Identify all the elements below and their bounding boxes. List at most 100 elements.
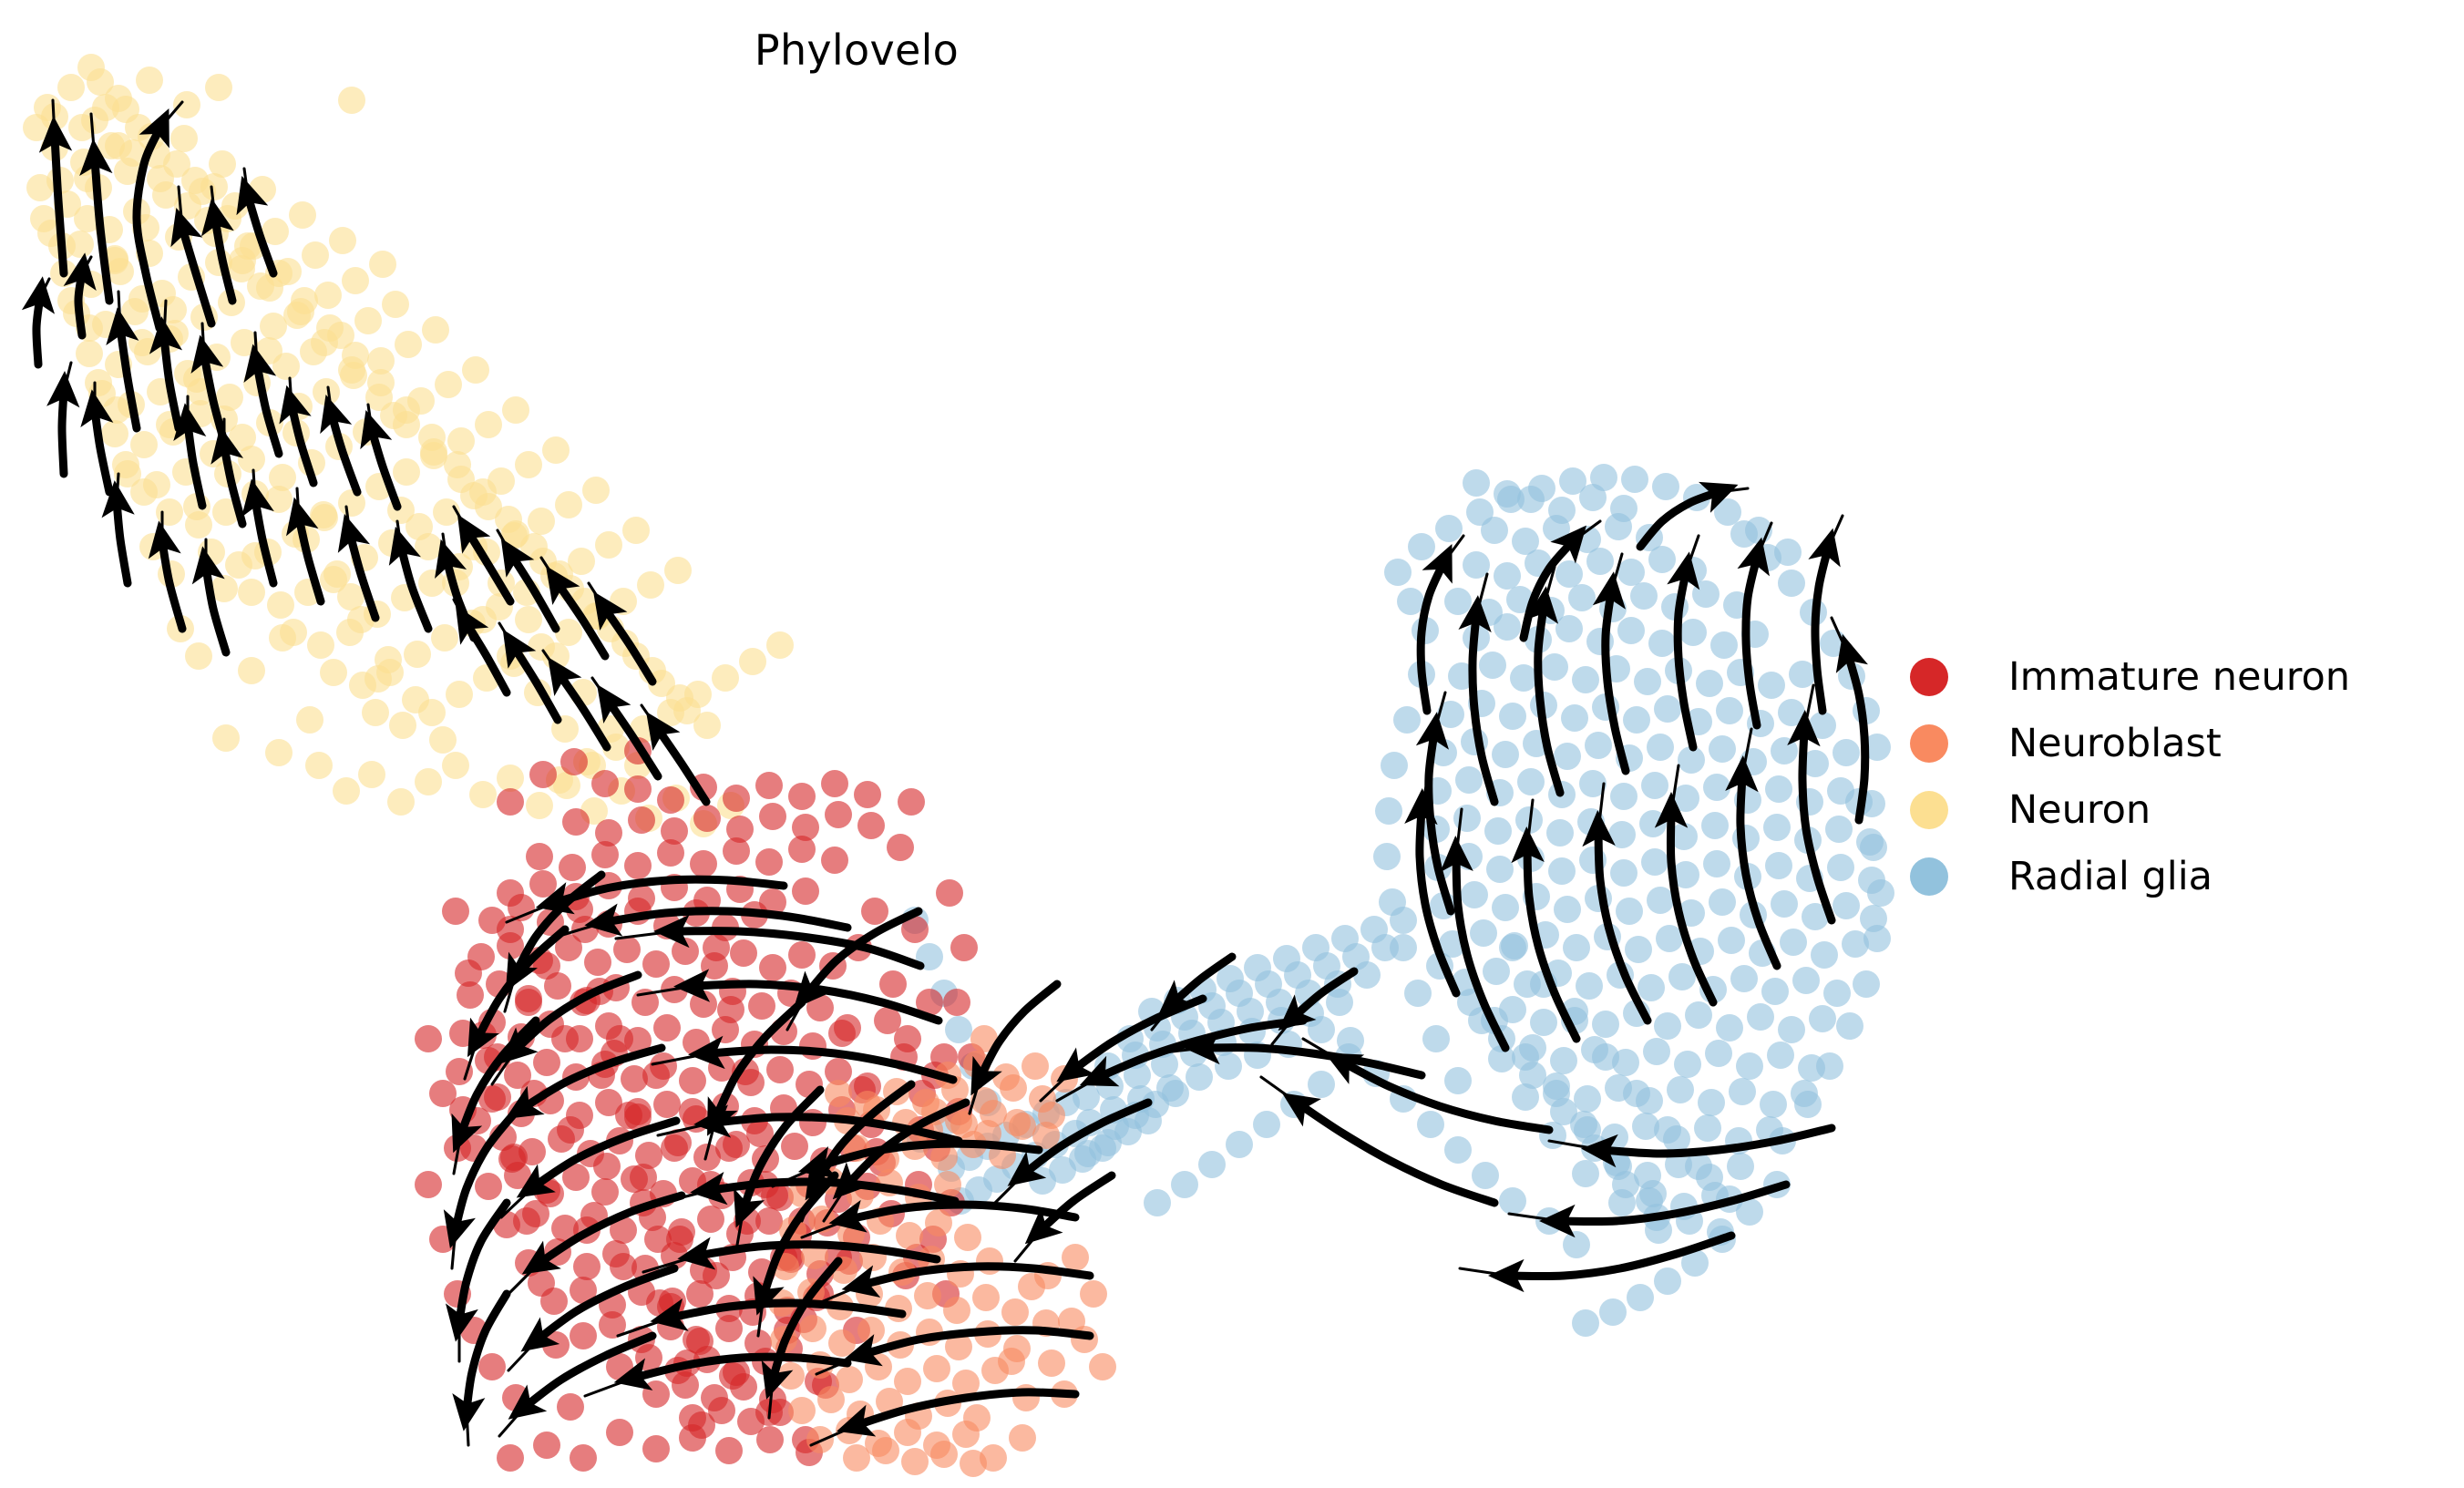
velocity-streamline-tail xyxy=(1596,782,1606,833)
velocity-streamline xyxy=(1079,1016,1308,1087)
velocity-streamline xyxy=(1581,1124,1836,1168)
velocity-streamline xyxy=(646,712,711,806)
velocity-streamline-tail xyxy=(1458,1267,1511,1278)
legend-item-radial-glia[interactable]: Radial glia xyxy=(1904,843,2415,909)
velocity-streamline-tail xyxy=(1571,519,1602,543)
velocity-streamline xyxy=(455,605,511,697)
velocity-streamline-tail xyxy=(1013,1228,1042,1263)
velocity-streamline xyxy=(1278,967,1359,1031)
velocity-streamline xyxy=(843,1326,1094,1367)
velocity-streamline-tail xyxy=(80,255,93,275)
velocity-streamline xyxy=(149,316,183,433)
velocity-streamline-tail xyxy=(815,1352,866,1376)
velocity-streamline-tail xyxy=(200,322,206,357)
velocity-streamline xyxy=(360,409,402,511)
velocity-streamline-tail xyxy=(288,376,293,407)
velocity-streamline-tail xyxy=(452,1132,463,1175)
circle-marker-icon xyxy=(1910,723,1948,763)
velocity-streamline-tail xyxy=(541,649,561,676)
velocity-streamline xyxy=(505,870,606,992)
velocity-streamline xyxy=(761,1257,843,1400)
velocity-streamline xyxy=(106,307,141,433)
velocity-streamline-tail xyxy=(1826,514,1844,550)
velocity-streamline xyxy=(832,1098,970,1200)
velocity-streamline-tail xyxy=(490,1048,518,1086)
velocity-streamline-tail xyxy=(496,528,514,558)
velocity-streamline-tail xyxy=(993,1172,1026,1205)
velocity-streamline-tail xyxy=(452,598,468,625)
velocity-streamline-tail xyxy=(1474,572,1489,618)
velocity-streamline xyxy=(1592,571,1630,775)
legend-item-neuroblast[interactable]: Neuroblast xyxy=(1904,710,2415,776)
velocity-streamline-tail xyxy=(253,331,259,366)
velocity-streamline-tail xyxy=(1740,727,1753,778)
velocity-streamline-tail xyxy=(1055,1075,1101,1103)
velocity-streamline-tail xyxy=(756,1294,765,1338)
velocity-streamline xyxy=(46,371,80,478)
velocity-streamline xyxy=(388,526,433,633)
circle-marker-icon xyxy=(1910,657,1948,696)
velocity-streamline xyxy=(593,591,657,686)
velocity-streamline-tail xyxy=(1542,565,1556,609)
velocity-streamline-tail xyxy=(177,185,184,230)
velocity-streamline-tail xyxy=(1802,683,1815,733)
velocity-streamline xyxy=(1184,1031,1426,1080)
velocity-streamline xyxy=(805,1080,916,1201)
velocity-streamline-tail xyxy=(1669,764,1680,815)
velocity-streamline xyxy=(1654,792,1718,1007)
velocity-streamline xyxy=(797,1139,1043,1179)
velocity-streamline xyxy=(520,1264,679,1352)
velocity-streamline xyxy=(1511,826,1581,1043)
velocity-streamline xyxy=(535,875,788,915)
circle-marker-icon xyxy=(1910,857,1948,896)
velocity-streamline-tail xyxy=(463,1037,479,1081)
velocity-streamline-tail xyxy=(1525,798,1535,849)
legend-item-label: Neuron xyxy=(2008,786,2151,833)
velocity-streamline xyxy=(1835,633,1870,825)
velocity-streamline-tail xyxy=(1547,1139,1604,1152)
velocity-streamline xyxy=(279,385,318,487)
velocity-streamline-tail xyxy=(640,703,660,731)
velocity-streamline xyxy=(452,1289,511,1432)
velocity-streamline-tail xyxy=(1609,552,1624,594)
velocity-streamline xyxy=(1416,544,1453,715)
velocity-streamline xyxy=(516,1116,681,1198)
velocity-streamline-tail xyxy=(968,1075,982,1115)
velocity-streamline xyxy=(1440,836,1510,1052)
velocity-streamline xyxy=(707,998,806,1136)
velocity-streamline xyxy=(1582,810,1652,1025)
velocity-streamline-tail xyxy=(450,1226,457,1270)
velocity-streamline-tail xyxy=(642,1254,700,1274)
velocity-streamline-tail xyxy=(159,100,184,129)
circle-marker-icon xyxy=(1910,790,1948,829)
velocity-streamline-tail xyxy=(326,385,334,416)
velocity-streamline xyxy=(1525,586,1565,797)
scatter-series-neuroblast xyxy=(768,1025,1116,1477)
velocity-streamline-tail xyxy=(614,929,676,940)
velocity-streamline xyxy=(191,546,231,657)
velocity-streamline-tail xyxy=(1717,487,1750,494)
velocity-streamline-tail xyxy=(1830,616,1850,656)
velocity-streamline-tail xyxy=(1755,521,1773,559)
velocity-streamline-tail xyxy=(1150,1001,1176,1031)
velocity-streamline-tail xyxy=(162,299,168,339)
legend-item-neuron[interactable]: Neuron xyxy=(1904,776,2415,843)
velocity-streamline xyxy=(1324,1052,1554,1134)
velocity-streamline xyxy=(1007,1098,1153,1186)
legend-item-immature-neuron[interactable]: Immature neuron xyxy=(1904,643,2415,710)
velocity-streamline xyxy=(1488,1231,1736,1293)
velocity-streamline-tail xyxy=(62,361,73,394)
legend: Immature neuron Neuroblast Neuron Radial… xyxy=(1904,643,2415,909)
velocity-streamline xyxy=(653,914,925,970)
velocity-streamline xyxy=(241,478,278,588)
velocity-streamline xyxy=(500,538,560,633)
velocity-streamline xyxy=(1415,712,1455,916)
velocity-streamline-tail xyxy=(441,532,448,561)
velocity-streamline-tail xyxy=(734,1206,745,1252)
velocity-streamline xyxy=(148,520,187,633)
velocity-streamline xyxy=(38,116,73,278)
velocity-streamline-tail xyxy=(651,1052,711,1066)
velocity-streamline-tail xyxy=(498,621,516,649)
velocity-streamline xyxy=(837,1388,1080,1437)
